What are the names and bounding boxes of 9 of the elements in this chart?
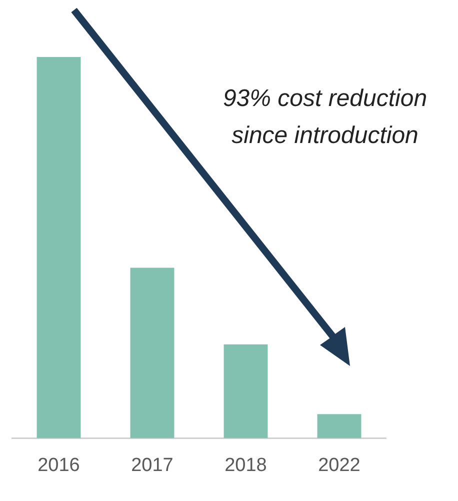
- x-tick-label: 2018: [224, 454, 267, 476]
- bar: [224, 344, 268, 438]
- bar: [130, 268, 174, 438]
- bar: [36, 57, 81, 438]
- x-tick-label: 2017: [131, 454, 174, 476]
- annotation: 93% cost reduction since introduction: [222, 84, 428, 151]
- bar: [317, 414, 362, 438]
- x-tick-label: 2016: [38, 454, 80, 476]
- x-tick-label: 2022: [318, 454, 360, 476]
